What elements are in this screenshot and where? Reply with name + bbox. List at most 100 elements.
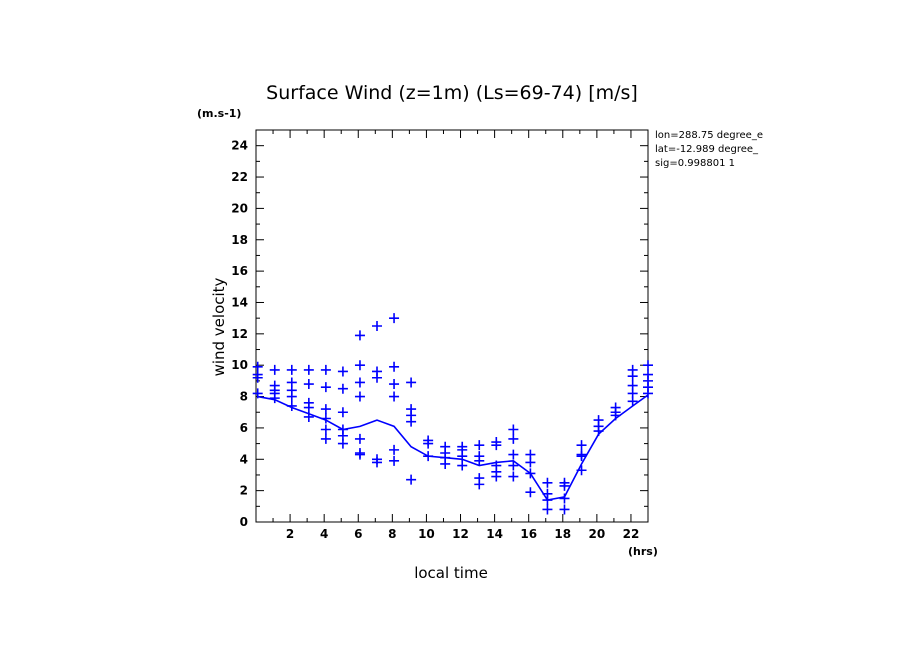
data-point: [389, 391, 400, 402]
info-lon: lon=288.75 degree_e: [655, 130, 763, 141]
info-sig: sig=0.998801 1: [655, 158, 735, 169]
y-tick-label: 10: [231, 358, 248, 372]
data-point: [423, 438, 434, 449]
data-point: [576, 440, 587, 451]
data-point: [542, 504, 553, 515]
y-tick-label: 4: [240, 452, 248, 466]
x-tick-label: 20: [589, 527, 606, 541]
data-point: [303, 379, 314, 390]
x-tick-label: 18: [554, 527, 571, 541]
data-point: [457, 460, 468, 471]
data-point: [389, 361, 400, 372]
data-point: [372, 321, 383, 331]
data-point: [525, 487, 536, 498]
data-point: [457, 451, 468, 462]
data-point: [542, 495, 553, 506]
data-point: [474, 455, 485, 466]
data-point: [508, 424, 519, 435]
data-point: [491, 471, 502, 482]
data-point: [320, 382, 331, 393]
x-tick-label: 6: [354, 527, 362, 541]
y-tick-label: 20: [231, 201, 248, 215]
y-tick-label: 6: [240, 421, 248, 435]
data-point: [542, 477, 553, 488]
y-tick-label: 2: [240, 484, 248, 498]
data-point: [320, 433, 331, 444]
data-point: [372, 457, 383, 468]
data-point: [508, 433, 519, 444]
data-point: [525, 457, 536, 468]
data-point: [389, 444, 400, 455]
data-point: [337, 407, 348, 418]
data-point: [610, 410, 621, 421]
y-unit-label: (m.s-1): [197, 107, 241, 120]
data-point: [372, 372, 383, 383]
info-box: lon=288.75 degree_e lat=-12.989 degree_ …: [655, 130, 763, 169]
data-point: [576, 465, 587, 476]
x-axis-label: local time: [414, 564, 488, 582]
data-point: [252, 388, 263, 399]
plot-frame: [255, 129, 649, 523]
y-tick-label: 24: [231, 139, 248, 153]
data-point: [354, 391, 365, 402]
data-point: [559, 504, 570, 515]
data-point: [269, 364, 280, 375]
y-tick-label: 22: [231, 170, 248, 184]
data-point: [643, 360, 653, 371]
x-tick-label: 12: [452, 527, 469, 541]
data-point: [337, 366, 348, 377]
data-point: [508, 449, 519, 460]
data-point: [286, 364, 297, 375]
data-point: [627, 396, 638, 407]
data-point: [354, 449, 365, 460]
x-tick-label: 10: [418, 527, 435, 541]
data-point: [389, 313, 400, 324]
data-point: [389, 455, 400, 466]
data-point: [576, 451, 587, 462]
data-point: [320, 413, 331, 424]
data-point: [286, 391, 297, 402]
y-tick-label: 0: [240, 515, 248, 529]
x-tick-label: 8: [388, 527, 396, 541]
data-point: [320, 424, 331, 435]
data-point: [559, 493, 570, 504]
data-point: [320, 364, 331, 375]
data-point: [474, 479, 485, 490]
data-point: [303, 402, 314, 413]
data-point: [627, 371, 638, 382]
data-point: [389, 379, 400, 390]
data-point: [337, 438, 348, 449]
axis-ticks: [256, 130, 648, 522]
y-axis-label: wind velocity: [210, 277, 228, 376]
data-point: [252, 372, 263, 383]
data-point: [354, 360, 365, 371]
data-point: [354, 377, 365, 388]
y-tick-label: 12: [231, 327, 248, 341]
chart-title: Surface Wind (z=1m) (Ls=69-74) [m/s]: [266, 82, 638, 104]
data-point: [508, 471, 519, 482]
data-point: [406, 474, 417, 485]
data-point: [508, 460, 519, 471]
data-point: [354, 433, 365, 444]
y-tick-label: 8: [240, 390, 248, 404]
data-point: [286, 400, 297, 411]
x-unit-label: (hrs): [628, 545, 658, 558]
x-tick-label: 22: [623, 527, 640, 541]
x-tick-label: 2: [286, 527, 294, 541]
data-point: [525, 468, 536, 479]
x-tick-label: 16: [520, 527, 537, 541]
data-point: [406, 377, 417, 388]
data-point: [303, 364, 314, 375]
data-point: [303, 411, 314, 422]
data-point: [423, 451, 434, 462]
data-point: [593, 426, 604, 437]
data-point: [491, 440, 502, 451]
y-tick-label: 14: [231, 295, 248, 309]
data-point: [337, 383, 348, 394]
data-point: [559, 480, 570, 491]
data-point: [406, 416, 417, 427]
data-point: [440, 458, 451, 469]
data-series: [252, 313, 653, 515]
data-point: [320, 404, 331, 415]
